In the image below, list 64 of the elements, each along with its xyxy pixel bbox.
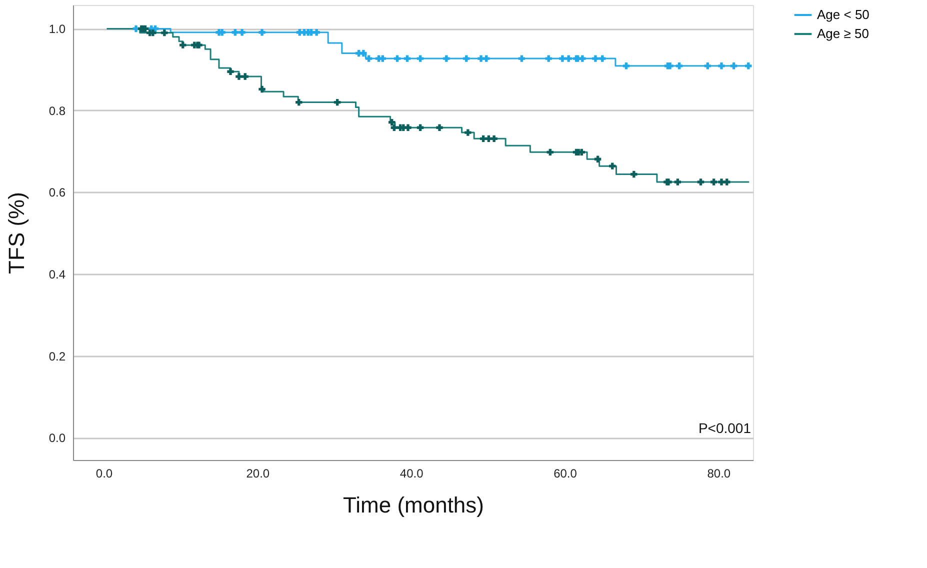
point xyxy=(360,50,367,57)
x-tick-label: 60.0 xyxy=(554,466,578,480)
point xyxy=(236,73,242,80)
point xyxy=(594,156,602,162)
point xyxy=(388,118,396,126)
point xyxy=(609,162,616,170)
point xyxy=(710,178,718,186)
point xyxy=(579,55,586,62)
y-axis-title: TFS (%) xyxy=(4,192,29,274)
point xyxy=(630,170,638,178)
point xyxy=(622,62,630,70)
y-tick-label: 0.2 xyxy=(48,349,66,364)
point xyxy=(724,178,730,186)
x-tick-label: 0.0 xyxy=(96,466,113,480)
point xyxy=(559,55,566,62)
point xyxy=(334,98,341,106)
point xyxy=(490,135,498,142)
point xyxy=(416,55,424,62)
point xyxy=(599,55,606,62)
point xyxy=(232,29,238,36)
x-tick-label: 80.0 xyxy=(707,466,731,480)
y-tick-label: 0.4 xyxy=(48,267,66,282)
point xyxy=(518,55,526,62)
point xyxy=(592,55,599,62)
point xyxy=(565,55,572,62)
point xyxy=(546,148,554,156)
point xyxy=(416,124,424,131)
y-tick-label: 0.6 xyxy=(48,186,66,200)
point xyxy=(180,42,186,48)
point xyxy=(464,129,472,136)
point xyxy=(483,55,490,62)
point xyxy=(379,55,386,62)
y-tick-label: 1.0 xyxy=(48,22,66,36)
point xyxy=(242,73,248,80)
x-axis-title: Time (months) xyxy=(343,492,484,518)
annotation: P<0.001 xyxy=(698,420,752,436)
point xyxy=(258,86,266,93)
x-tick-label: 20.0 xyxy=(246,466,270,480)
point xyxy=(463,55,470,62)
point xyxy=(745,62,752,70)
y-tick-label: 0.0 xyxy=(48,431,66,446)
point xyxy=(697,178,704,186)
point xyxy=(296,98,302,106)
point xyxy=(238,29,246,36)
point xyxy=(404,55,411,62)
point xyxy=(365,55,372,62)
point xyxy=(676,62,683,70)
point xyxy=(545,55,552,62)
y-tick-label: 0.8 xyxy=(48,104,66,118)
point xyxy=(161,29,168,36)
legend-label: Age ≥ 50 xyxy=(817,26,869,41)
point xyxy=(313,29,320,36)
point xyxy=(394,55,401,62)
point xyxy=(730,62,738,70)
point xyxy=(404,124,412,131)
point xyxy=(704,62,712,70)
point xyxy=(443,55,450,62)
point xyxy=(258,29,266,36)
legend-label: Age < 50 xyxy=(817,7,870,22)
point xyxy=(227,68,234,75)
point xyxy=(436,124,443,131)
point xyxy=(718,62,725,70)
x-tick-label: 40.0 xyxy=(400,466,424,480)
point xyxy=(674,178,682,186)
